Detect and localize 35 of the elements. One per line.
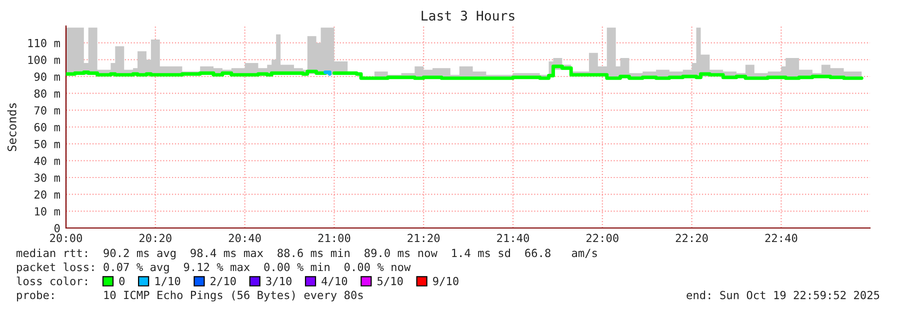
y-tick-label: 10 m [35, 207, 60, 216]
x-tick-label: 20:00 [50, 234, 82, 242]
x-tick-label: 22:20 [676, 234, 708, 242]
chart-title: Last 3 Hours [422, 10, 514, 21]
text: end: Sun Oct 19 22:59:52 2025 [686, 290, 880, 300]
text: packet loss: 0.07 % avg 9.12 % max 0.00 % min 0.00 % now [17, 262, 411, 274]
legend-label: 1/10 [155, 276, 180, 286]
y-tick-label: 50 m [34, 140, 60, 148]
x-tick-label: 21:00 [318, 234, 350, 242]
y-tick-label: 80 m [34, 89, 60, 98]
y-tick-label: 20 m [34, 190, 60, 199]
x-tick-label: 22:00 [586, 234, 618, 242]
legend-label: 4/10 [322, 276, 348, 286]
y-tick-label: 100 m [28, 56, 60, 64]
x-tick-label: 22:40 [765, 234, 798, 242]
text: probe: 10 ICMP Echo Pings (56 Bytes) every 80s [17, 290, 363, 302]
y-axis-title: Seconds [7, 103, 16, 152]
y-tick-label: 30 m [34, 174, 60, 182]
y-tick-label: 0 [54, 224, 60, 232]
y-tick-label: 60 m [34, 123, 60, 132]
y-tick-label: 110 m [28, 38, 60, 48]
x-tick-label: 21:20 [408, 234, 440, 242]
y-tick-label: 70 m [34, 106, 60, 115]
legend-label: 2/10 [210, 276, 236, 286]
x-tick-label: 20:40 [228, 234, 261, 242]
text: loss color: [16, 276, 87, 286]
x-tick-label: 21:40 [497, 234, 530, 242]
legend-label: 9/10 [433, 276, 458, 286]
legend-label: 3/10 [266, 276, 292, 286]
x-tick-label: 20:20 [139, 234, 172, 242]
legend-label: 5/10 [377, 276, 403, 286]
legend-label: 0 [119, 276, 125, 286]
y-tick-label: 40 m [34, 156, 60, 166]
text: median rtt: 90.2 ms avg 98.4 ms max 88.6 ms min 89.0 ms now 1.4 ms sd 66.8 am/s [16, 248, 597, 260]
y-tick-label: 90 m [34, 72, 60, 81]
